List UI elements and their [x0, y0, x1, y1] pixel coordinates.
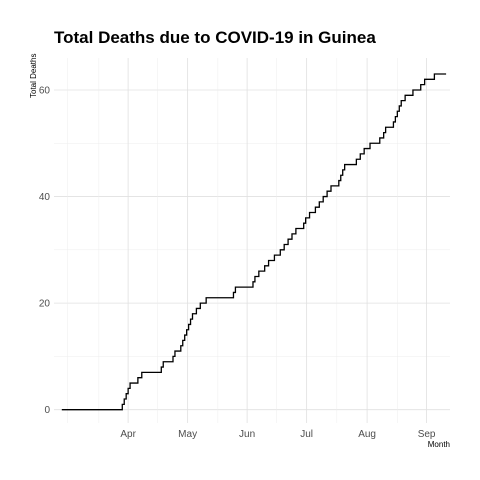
x-tick-label: Sep — [418, 429, 436, 440]
total-deaths-line — [61, 73, 447, 411]
x-axis-title: Month — [428, 440, 450, 449]
y-tick-label: 60 — [39, 85, 51, 96]
x-tick-label: Jul — [300, 429, 313, 440]
x-tick-label: May — [178, 429, 197, 440]
y-tick-label: 0 — [44, 405, 50, 416]
x-tick-label: Jun — [239, 429, 255, 440]
chart-title: Total Deaths due to COVID-19 in Guinea — [54, 28, 376, 47]
y-tick-label: 20 — [39, 299, 51, 310]
y-tick-label: 40 — [39, 192, 51, 203]
x-tick-label: Aug — [358, 429, 376, 440]
x-axis-tick-labels: Apr May Jun Jul Aug Sep — [120, 429, 436, 440]
y-axis-tick-labels: 0 20 40 60 — [39, 85, 51, 416]
grid-lines — [54, 58, 450, 423]
x-tick-label: Apr — [120, 429, 136, 440]
y-axis-title: Total Deaths — [29, 54, 38, 98]
